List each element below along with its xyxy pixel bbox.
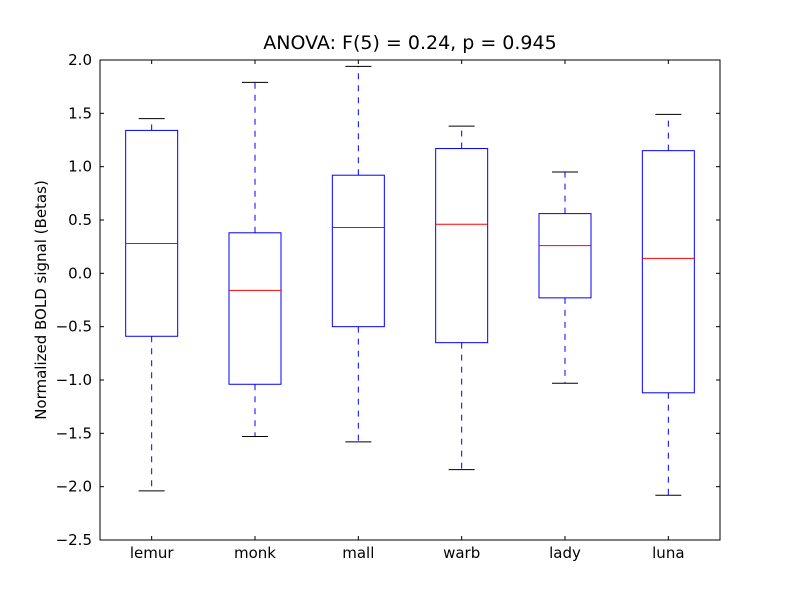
plot-frame [99,59,721,541]
y-tick-label: 2.0 [68,51,92,69]
y-tick-label: −0.5 [56,318,92,336]
x-tick-label: monk [234,544,276,562]
y-tick-label: 0.0 [68,264,92,282]
box-lady [538,171,592,384]
y-tick-label: 0.5 [68,211,92,229]
chart-title: ANOVA: F(5) = 0.24, p = 0.945 [263,32,556,54]
box-warb [435,125,489,471]
iqr-box [331,174,385,328]
y-tick-label: 1.5 [68,104,92,122]
y-tick-label: 1.0 [68,158,92,176]
x-tick-label: mall [342,544,374,562]
x-tick-label: lady [549,544,581,562]
iqr-box [125,129,179,337]
x-tick-label: lemur [130,544,175,562]
y-tick-label: −2.0 [56,478,92,496]
y-axis-label: Normalized BOLD signal (Betas) [32,180,50,420]
y-tick-label: −2.5 [56,531,92,549]
y-tick-label: −1.5 [56,424,92,442]
iqr-box [435,148,489,344]
iqr-box [228,232,282,385]
x-tick-label: warb [443,544,480,562]
x-tick-label: luna [652,544,684,562]
iqr-box [641,150,695,394]
box-lemur [125,118,179,492]
box-monk [228,81,282,438]
box-luna [641,113,695,496]
y-tick-label: −1.0 [56,371,92,389]
box-mall [331,65,385,443]
iqr-box [538,213,592,299]
